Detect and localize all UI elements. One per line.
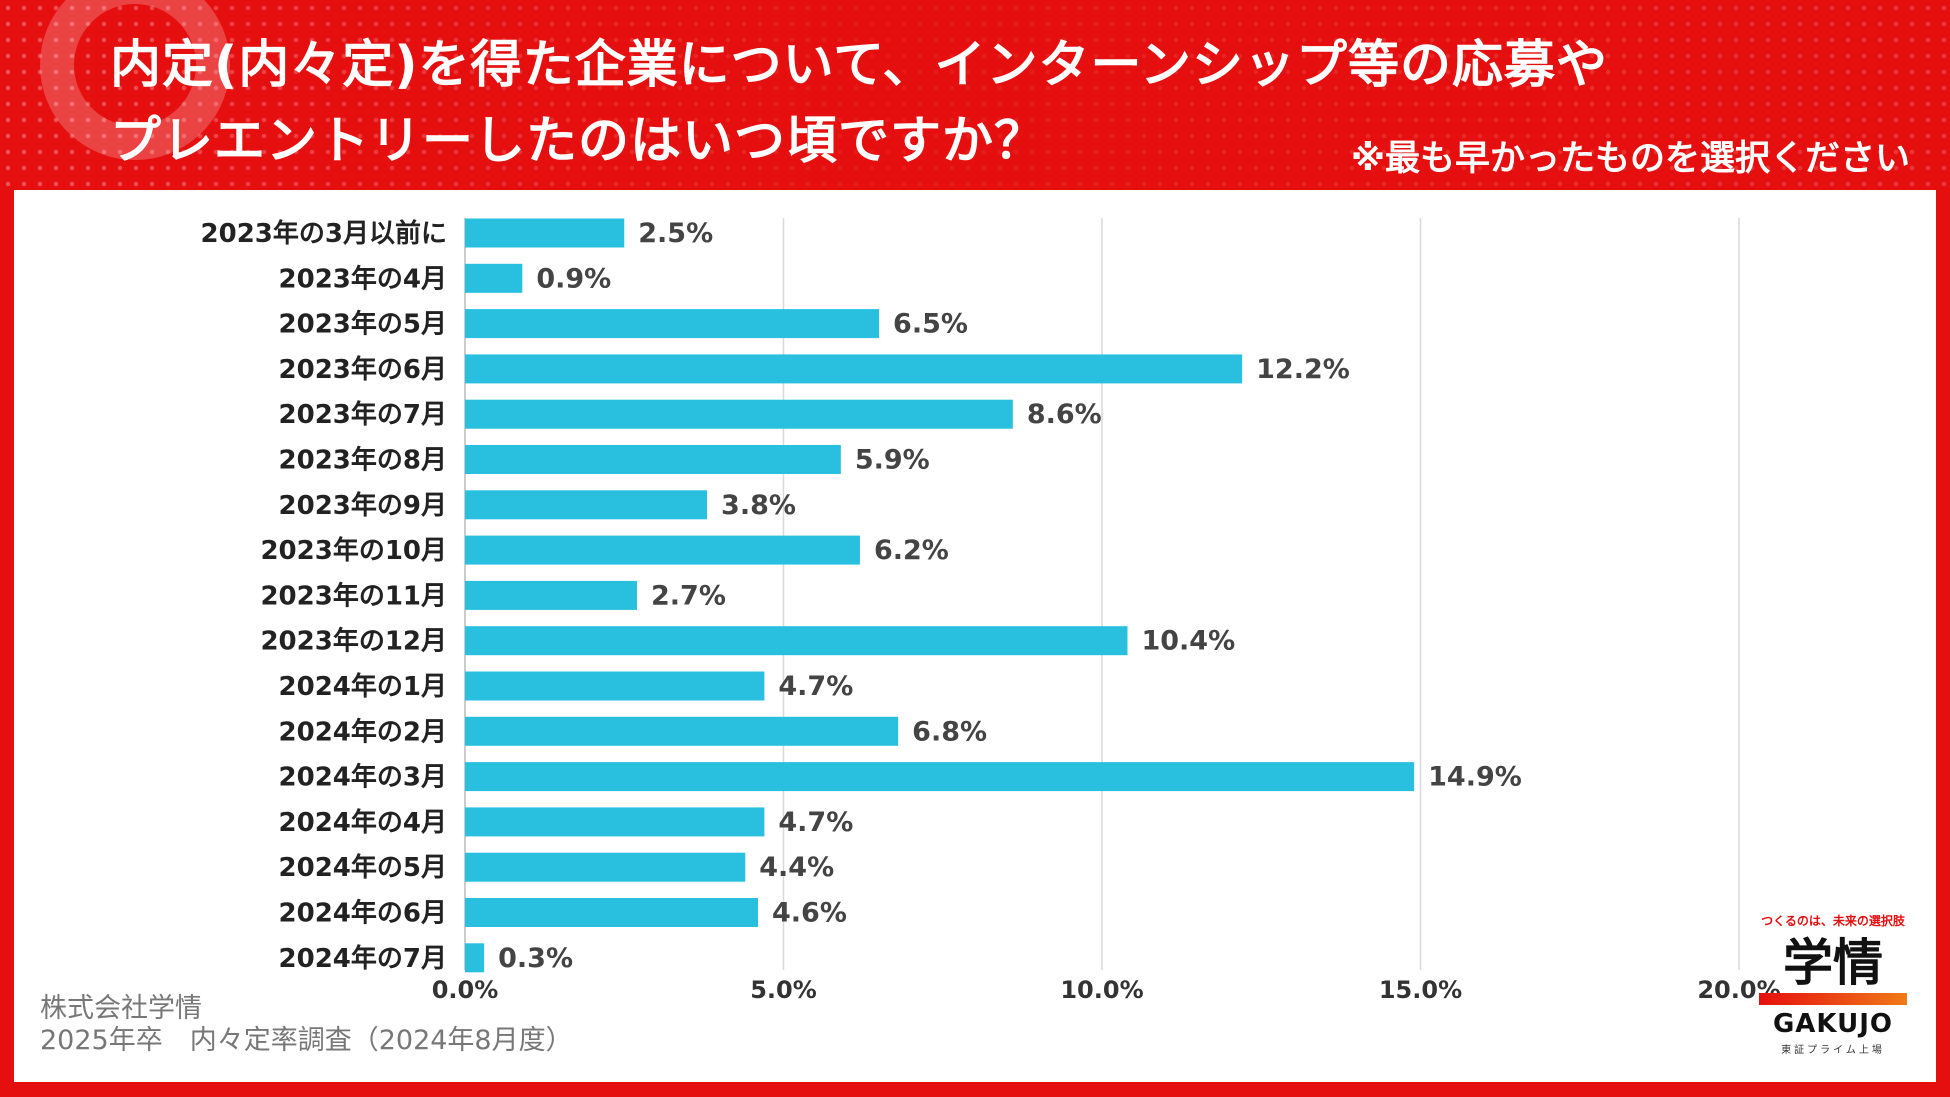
logo-name: 学情: [1783, 934, 1883, 992]
footer-survey: 2025年卒 内々定率調査（2024年8月度）: [40, 1025, 573, 1056]
bar: [465, 218, 625, 248]
data-label: 5.9%: [855, 445, 930, 476]
bar: [465, 762, 1415, 792]
category-label: 2024年の7月: [279, 943, 447, 974]
data-label: 2.7%: [651, 580, 726, 611]
data-label: 0.3%: [498, 943, 573, 974]
x-tick-label: 5.0%: [750, 976, 817, 1004]
bar: [465, 309, 880, 339]
data-label: 14.9%: [1428, 762, 1522, 793]
data-label: 6.2%: [874, 535, 949, 566]
bar: [465, 490, 708, 520]
logo-subline: 東証プライム上場: [1781, 1045, 1885, 1056]
header-dot-pattern: [0, 0, 1950, 190]
bar: [465, 445, 841, 474]
bar: [465, 898, 759, 927]
data-label: 12.2%: [1256, 354, 1350, 385]
bar: [465, 626, 1128, 656]
page-title: 内定(内々定)を得た企業について、インターンシップ等の応募や プレエントリーした…: [110, 28, 1608, 180]
data-label: 8.6%: [1027, 399, 1102, 430]
x-tick-label: 10.0%: [1060, 976, 1143, 1004]
footer-company: 株式会社学情: [40, 993, 202, 1024]
title-line-1: 内定(内々定)を得た企業について、インターンシップ等の応募や: [110, 36, 1608, 95]
data-label: 4.4%: [759, 852, 834, 883]
category-label: 2024年の4月: [279, 807, 447, 838]
category-label: 2024年の2月: [279, 716, 447, 747]
category-label: 2023年の10月: [260, 535, 447, 566]
data-label: 2.5%: [638, 218, 713, 249]
bar: [465, 535, 860, 565]
category-label: 2023年の8月: [279, 445, 447, 476]
category-label: 2024年の5月: [279, 852, 447, 883]
x-tick-label: 15.0%: [1379, 976, 1462, 1004]
data-label: 3.8%: [721, 490, 796, 521]
category-label: 2023年の4月: [279, 263, 447, 294]
gakujo-logo: つくるのは、未来の選択肢 学情 GAKUJO 東証プライム上場: [1753, 912, 1913, 1056]
bar: [465, 716, 899, 746]
bar: [465, 852, 746, 882]
category-label: 2023年の3月以前に: [201, 218, 447, 249]
category-label: 2024年の6月: [279, 898, 447, 929]
category-label: 2023年の11月: [260, 580, 447, 611]
category-label: 2023年の5月: [279, 309, 447, 340]
selection-note: ※最も早かったものを選択ください: [1350, 139, 1910, 179]
logo-tagline: つくるのは、未来の選択肢: [1761, 914, 1905, 928]
bar: [465, 671, 765, 701]
data-label: 4.6%: [772, 898, 847, 929]
category-label: 2024年の3月: [279, 762, 447, 793]
data-label: 4.7%: [778, 671, 853, 702]
chart-panel: 0.0% 5.0% 10.0% 15.0% 20.0% 2023年の3月以前に 2.5% 20…: [14, 190, 1936, 1082]
category-label: 2023年の9月: [279, 490, 447, 521]
bar: [465, 263, 523, 293]
title-line-2: プレエントリーしたのはいつ頃ですか？: [110, 112, 1047, 171]
bar: [465, 943, 485, 973]
logo-name-en: GAKUJO: [1772, 1009, 1894, 1039]
data-label: 0.9%: [536, 263, 611, 294]
logo-accent-bar: [1759, 993, 1907, 1005]
data-label: 6.5%: [893, 309, 968, 340]
category-label: 2023年の6月: [279, 354, 447, 385]
bar: [465, 354, 1243, 384]
category-label: 2023年の12月: [260, 626, 447, 657]
x-tick-label: 0.0%: [432, 976, 499, 1004]
footer-source: 株式会社学情 2025年卒 内々定率調査（2024年8月度）: [40, 993, 573, 1057]
data-label: 4.7%: [778, 807, 853, 838]
data-label: 10.4%: [1141, 626, 1235, 657]
bar-chart: 0.0% 5.0% 10.0% 15.0% 20.0%2023年の3月以前に 2.5%20…: [201, 218, 1781, 1004]
bar: [465, 580, 637, 610]
bar: [465, 807, 765, 837]
category-label: 2024年の1月: [279, 671, 447, 702]
data-label: 6.8%: [912, 716, 987, 747]
category-label: 2023年の7月: [279, 399, 447, 430]
bar: [465, 399, 1013, 429]
